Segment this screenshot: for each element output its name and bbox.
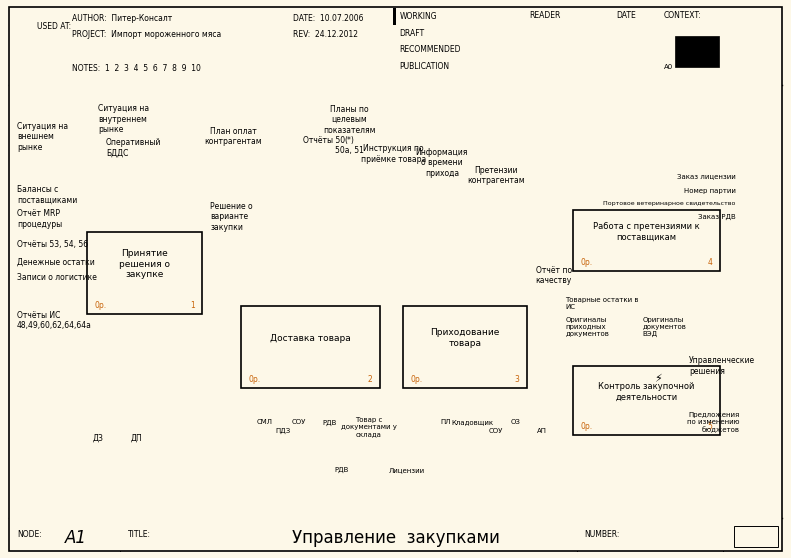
Text: ОЗ: ОЗ [510,420,520,425]
Text: DRAFT: DRAFT [399,28,425,37]
Text: WORKING: WORKING [399,12,437,21]
Text: Портовое ветеринарное свидетельство: Портовое ветеринарное свидетельство [603,201,736,206]
Text: Принятие
решения о
закупке: Принятие решения о закупке [119,249,170,280]
Text: Отчёт MRP
процедуры: Отчёт MRP процедуры [17,209,62,229]
Text: Балансы с
поставщиками: Балансы с поставщиками [17,185,78,205]
Text: Информация
о времени
прихода: Информация о времени прихода [415,148,468,177]
Text: Денежные остатки: Денежные остатки [17,258,95,267]
Text: Оригиналы
приходных
документов: Оригиналы приходных документов [566,317,609,337]
Text: READER: READER [529,11,561,20]
Text: REV:  24.12.2012: REV: 24.12.2012 [293,30,358,39]
Text: NOTES:  1  2  3  4  5  6  7  8  9  10: NOTES: 1 2 3 4 5 6 7 8 9 10 [72,64,201,73]
Text: Номер партии: Номер партии [683,188,736,194]
Text: Отчёты 50: Отчёты 50 [303,137,345,146]
Bar [86,232,202,314]
Text: DATE:  10.07.2006: DATE: 10.07.2006 [293,13,364,22]
Text: 0р.: 0р. [94,301,106,310]
Text: RECOMMENDED: RECOMMENDED [399,45,461,54]
Text: 0р.: 0р. [248,374,261,384]
Text: CONTEXT:: CONTEXT: [664,11,701,20]
Text: 0р.: 0р. [581,258,593,267]
Text: Записи о логистике: Записи о логистике [17,273,97,282]
Text: Ситуация на
внутреннем
рынке: Ситуация на внутреннем рынке [98,104,149,134]
Text: AUTHOR:  Питер-Консалт: AUTHOR: Питер-Консалт [72,13,172,22]
Text: ⚡: ⚡ [654,374,662,384]
Text: Товарные остатки в
ИС: Товарные остатки в ИС [566,297,639,310]
Text: Инструкция по
приёмке товара: Инструкция по приёмке товара [361,145,426,163]
Text: Решение о
варианте
закупки: Решение о варианте закупки [210,202,253,232]
Text: 0р.: 0р. [581,422,593,431]
Text: 3: 3 [514,374,519,384]
Text: 1: 1 [190,301,195,310]
Text: NODE:: NODE: [17,530,42,539]
Text: USED AT:: USED AT: [37,22,71,31]
Text: Доставка товара: Доставка товара [271,334,351,343]
Text: 2: 2 [368,374,373,384]
Bar [573,366,720,435]
Text: Приходование
товара: Приходование товара [430,328,500,348]
Text: СМЛ: СМЛ [256,420,272,425]
Text: Заказ РДВ: Заказ РДВ [698,214,736,220]
Text: Управление  закупками: Управление закупками [292,530,499,547]
Text: 4: 4 [707,258,712,267]
Bar [676,36,719,67]
Text: Лицензии: Лицензии [389,467,425,473]
Text: Работа с претензиями к
поставщикам: Работа с претензиями к поставщикам [593,222,700,242]
Text: NUMBER:: NUMBER: [585,530,620,539]
Text: Отчёты ИС
48,49,60,62,64,64а: Отчёты ИС 48,49,60,62,64,64а [17,311,92,330]
Text: Планы по
целевым
показателям
(*)
50а, 51: Планы по целевым показателям (*) 50а, 51 [323,105,376,156]
Text: СОУ: СОУ [489,428,503,434]
Text: Оригиналы
документов
ВЭД: Оригиналы документов ВЭД [642,317,687,337]
Text: Контроль закупочной
деятельности: Контроль закупочной деятельности [598,382,694,402]
Text: Претензии
контрагентам: Претензии контрагентам [467,166,524,185]
Text: TITLE:: TITLE: [127,530,150,539]
Text: Заказ лицензии: Заказ лицензии [676,172,736,179]
Text: A0: A0 [664,64,673,70]
Bar [393,8,396,25]
Text: Отчёты 53, 54, 56: Отчёты 53, 54, 56 [17,240,88,249]
Text: План оплат
контрагентам: План оплат контрагентам [204,127,262,146]
Text: Кладовщик: Кладовщик [452,420,494,425]
Text: 0р.: 0р. [411,374,423,384]
Text: PUBLICATION: PUBLICATION [399,62,449,71]
Text: DATE: DATE [616,11,636,20]
Text: Оперативный
БДДС: Оперативный БДДС [106,138,161,157]
Text: ПДЗ: ПДЗ [276,428,291,434]
Text: Предложения
по изменению
бюджетов: Предложения по изменению бюджетов [687,412,740,433]
Text: Ситуация на
внешнем
рынке: Ситуация на внешнем рынке [17,122,68,152]
Text: Отчёт по
качеству: Отчёт по качеству [536,266,572,285]
Bar [403,306,527,388]
Text: АП: АП [537,428,547,434]
Text: ДП: ДП [131,433,142,442]
Bar [241,306,380,388]
Text: РДВ: РДВ [335,467,349,473]
Text: РДВ: РДВ [323,420,337,426]
Text: 5: 5 [707,422,712,431]
Text: PROJECT:  Импорт мороженного мяса: PROJECT: Импорт мороженного мяса [72,30,221,39]
Text: Управленческие
решения: Управленческие решения [689,357,755,376]
Bar [734,526,778,547]
Text: ПЛ: ПЛ [441,420,451,425]
Bar [573,210,720,271]
Text: Товар с
документами у
склада: Товар с документами у склада [341,417,396,437]
Text: СОУ: СОУ [292,420,306,425]
Text: A1: A1 [64,530,86,547]
Text: ДЗ: ДЗ [93,433,104,442]
